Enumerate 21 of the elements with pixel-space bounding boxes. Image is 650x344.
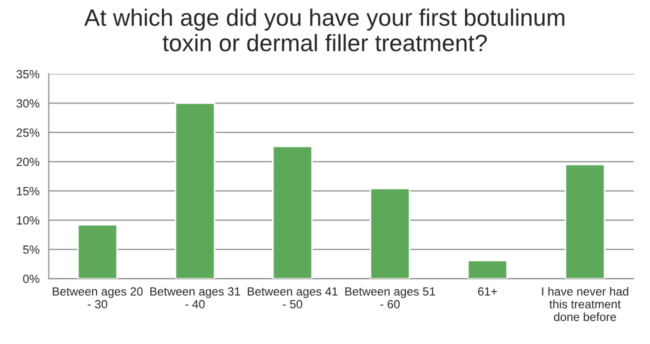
y-tick-label: 30% bbox=[16, 99, 40, 108]
chart-title: At which age did you have your first botulinum toxin or dermal filler treatment? bbox=[84, 8, 564, 52]
y-tick-label: 20% bbox=[16, 158, 40, 166]
x-tick-label: Between ages 31 - 40 bbox=[150, 287, 240, 308]
y-tick-label: 35% bbox=[16, 70, 40, 78]
x-tick-label: Between ages 20 - 30 bbox=[52, 287, 143, 308]
bar bbox=[272, 146, 313, 279]
x-tick-label: Between ages 51 - 60 bbox=[345, 287, 436, 308]
bar bbox=[77, 224, 118, 279]
y-tick-label: 25% bbox=[16, 128, 40, 137]
bar bbox=[174, 102, 216, 279]
y-tick-label: 10% bbox=[16, 216, 40, 225]
x-tick-label: I have never had this treatment done before bbox=[542, 286, 628, 322]
bar bbox=[370, 188, 410, 279]
x-tick-label: 61+ bbox=[478, 287, 497, 296]
bar bbox=[564, 164, 606, 279]
y-tick-label: 15% bbox=[16, 187, 40, 196]
bar bbox=[467, 260, 508, 279]
y-tick-label: 5% bbox=[23, 245, 40, 254]
y-tick-label: 0% bbox=[23, 274, 40, 284]
x-tick-label: Between ages 41 - 50 bbox=[248, 287, 338, 308]
